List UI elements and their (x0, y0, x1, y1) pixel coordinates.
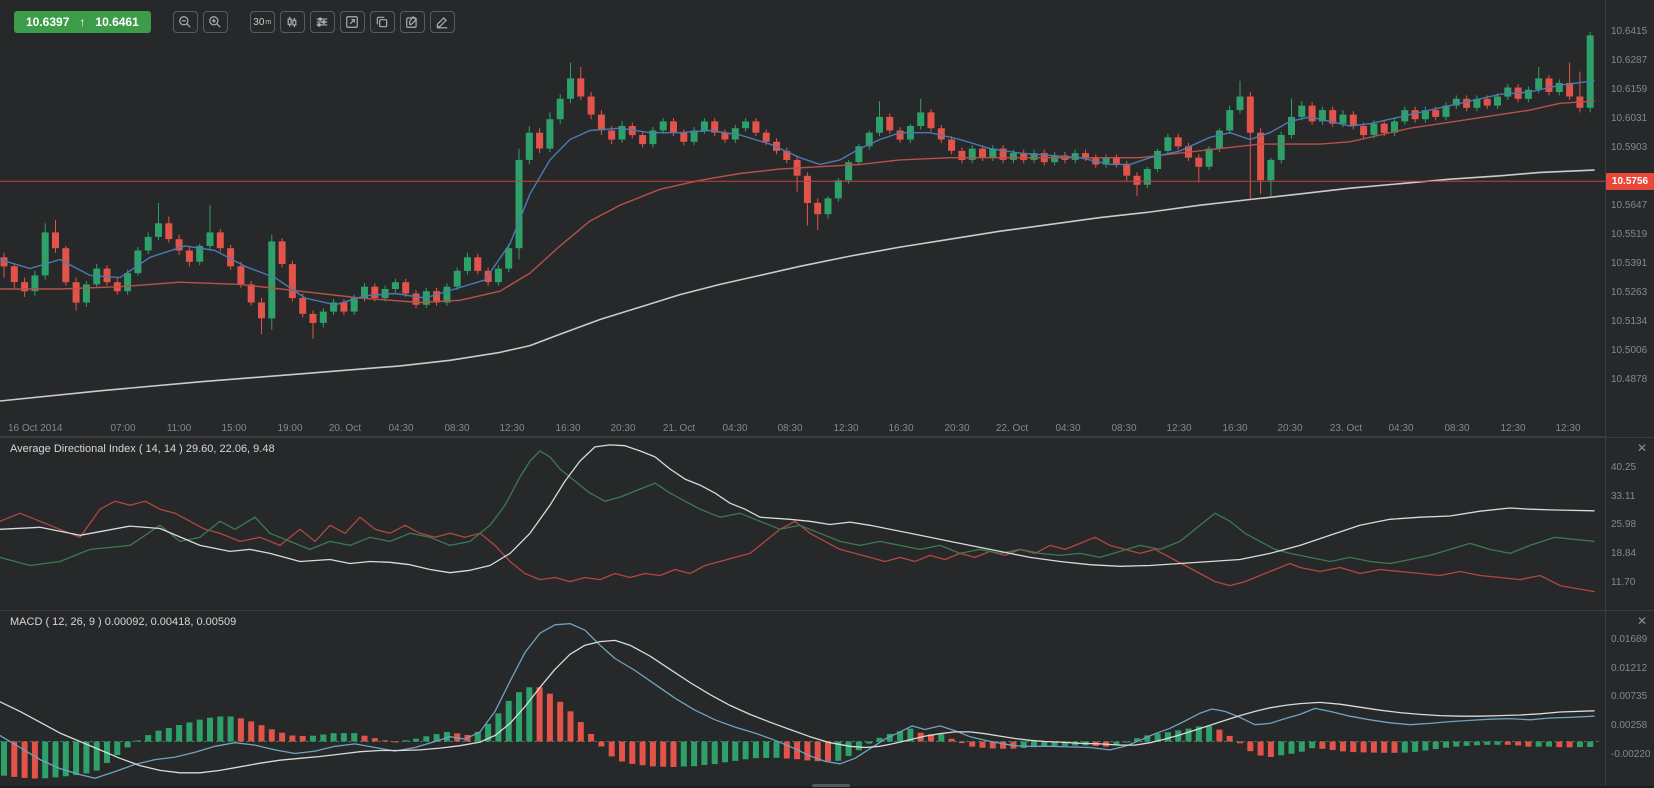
time-axis-tick: 04:30 (388, 423, 414, 434)
time-axis-tick: 16 Oct 2014 (8, 423, 63, 434)
time-axis-tick: 12:30 (1166, 423, 1192, 434)
draw-tools-button[interactable] (429, 11, 455, 33)
adx-axis[interactable]: 40.25 33.11 25.98 18.84 11.70 (1606, 437, 1654, 609)
time-axis-tick: 04:30 (722, 423, 748, 434)
macd-axis-label: -0.00220 (1611, 749, 1651, 760)
indicator-settings-button[interactable] (309, 11, 335, 33)
zoom-group (172, 11, 228, 33)
time-axis-tick: 12:30 (1500, 423, 1526, 434)
copy-icon (375, 15, 389, 29)
ask-price[interactable]: 10.6461 (95, 15, 139, 29)
adx-close-button[interactable]: ✕ (1636, 441, 1648, 455)
macd-close-button[interactable]: ✕ (1636, 614, 1648, 628)
price-axis-label: 10.5903 (1611, 142, 1648, 153)
price-axis-label: 10.6287 (1611, 55, 1648, 66)
time-axis-tick: 22. Oct (995, 423, 1029, 434)
macd-axis-label: 0.00258 (1611, 720, 1648, 731)
zoom-in-button[interactable] (202, 11, 228, 33)
expand-chart-button[interactable] (339, 11, 365, 33)
zoom-out-button[interactable] (172, 11, 198, 33)
zoom-in-icon (208, 15, 222, 29)
chart-toolbar: 10.6397 ↑ 10.6461 30 m (14, 10, 455, 34)
timeframe-unit: m (265, 18, 272, 26)
direction-up-icon: ↑ (79, 15, 86, 29)
time-axis-tick: 04:30 (1388, 423, 1414, 434)
timeframe-value: 30 (253, 16, 265, 28)
price-axis-label: 10.5391 (1611, 258, 1648, 269)
time-axis-tick: 11:00 (166, 423, 192, 434)
bid-price[interactable]: 10.6397 (26, 15, 70, 29)
adx-axis-label: 25.98 (1611, 519, 1637, 530)
current-price-badge: 10.5756 (1606, 173, 1654, 190)
time-axis-tick: 15:00 (221, 423, 247, 434)
price-axis-label: 10.6031 (1611, 113, 1648, 124)
zoom-out-icon (178, 15, 192, 29)
time-axis-tick: 20:30 (1277, 423, 1303, 434)
adx-panel-title: Average Directional Index ( 14, 14 ) 29.… (10, 443, 275, 455)
time-axis[interactable]: 16 Oct 2014 07:00 11:00 15:00 19:00 20. Oct 04… (0, 420, 1605, 437)
time-axis-tick: 20. Oct (328, 423, 362, 434)
adx-axis-label: 11.70 (1611, 577, 1636, 588)
price-axis-label: 10.5647 (1611, 200, 1648, 211)
macd-axis-label: 0.01689 (1611, 634, 1648, 645)
time-axis-tick: 20:30 (610, 423, 636, 434)
horizontal-scrollbar-thumb[interactable] (812, 784, 850, 787)
time-axis-tick: 21. Oct (662, 423, 696, 434)
macd-panel-separator (0, 610, 1654, 611)
time-axis-tick: 16:30 (1222, 423, 1248, 434)
price-axis-label: 10.5134 (1611, 316, 1648, 327)
price-axis[interactable]: 10.5756 10.6415 10.6287 10.6159 10.6031 10.5… (1606, 0, 1654, 437)
edit-note-icon (405, 15, 419, 29)
candlestick-icon (285, 15, 299, 29)
time-axis-tick: 12:30 (499, 423, 525, 434)
adx-axis-label: 40.25 (1611, 462, 1637, 473)
chart-type-button[interactable] (279, 11, 305, 33)
duplicate-chart-button[interactable] (369, 11, 395, 33)
time-axis-tick: 07:00 (110, 423, 136, 434)
time-axis-tick: 12:30 (1555, 423, 1581, 434)
price-axis-label: 10.6159 (1611, 84, 1648, 95)
adx-panel-separator (0, 437, 1654, 438)
macd-axis-label: 0.00735 (1611, 691, 1648, 702)
adx-axis-label: 18.84 (1611, 548, 1637, 559)
expand-icon (345, 15, 359, 29)
adx-axis-label: 33.11 (1611, 491, 1636, 502)
time-axis-tick: 12:30 (833, 423, 859, 434)
price-axis-label: 10.5519 (1611, 229, 1648, 240)
time-axis-tick: 04:30 (1055, 423, 1081, 434)
price-axis-label: 10.6415 (1611, 26, 1648, 37)
time-axis-tick: 23. Oct (1329, 423, 1363, 434)
timeframe-button[interactable]: 30 m (249, 11, 275, 33)
time-axis-tick: 16:30 (888, 423, 914, 434)
price-axis-label: 10.5006 (1611, 345, 1648, 356)
time-axis-tick: 20:30 (944, 423, 970, 434)
time-axis-tick: 08:30 (1111, 423, 1137, 434)
edit-chart-button[interactable] (399, 11, 425, 33)
time-axis-tick: 08:30 (1444, 423, 1470, 434)
chart-tools-group: 30 m (249, 11, 455, 33)
pencil-icon (435, 15, 449, 29)
price-axis-label: 10.5263 (1611, 287, 1648, 298)
sliders-icon (315, 15, 329, 29)
time-axis-tick: 19:00 (277, 423, 303, 434)
bottom-edge (0, 786, 1654, 788)
time-axis-tick: 08:30 (444, 423, 470, 434)
macd-axis-label: 0.01212 (1611, 663, 1648, 674)
price-axis-label: 10.4878 (1611, 374, 1648, 385)
macd-axis[interactable]: 0.01689 0.01212 0.00735 0.00258 -0.00220 (1606, 610, 1654, 788)
price-axis-divider (1605, 0, 1606, 788)
time-axis-tick: 08:30 (777, 423, 803, 434)
time-axis-tick: 16:30 (555, 423, 581, 434)
quote-badge[interactable]: 10.6397 ↑ 10.6461 (14, 11, 151, 33)
macd-panel-title: MACD ( 12, 26, 9 ) 0.00092, 0.00418, 0.0… (10, 616, 237, 628)
